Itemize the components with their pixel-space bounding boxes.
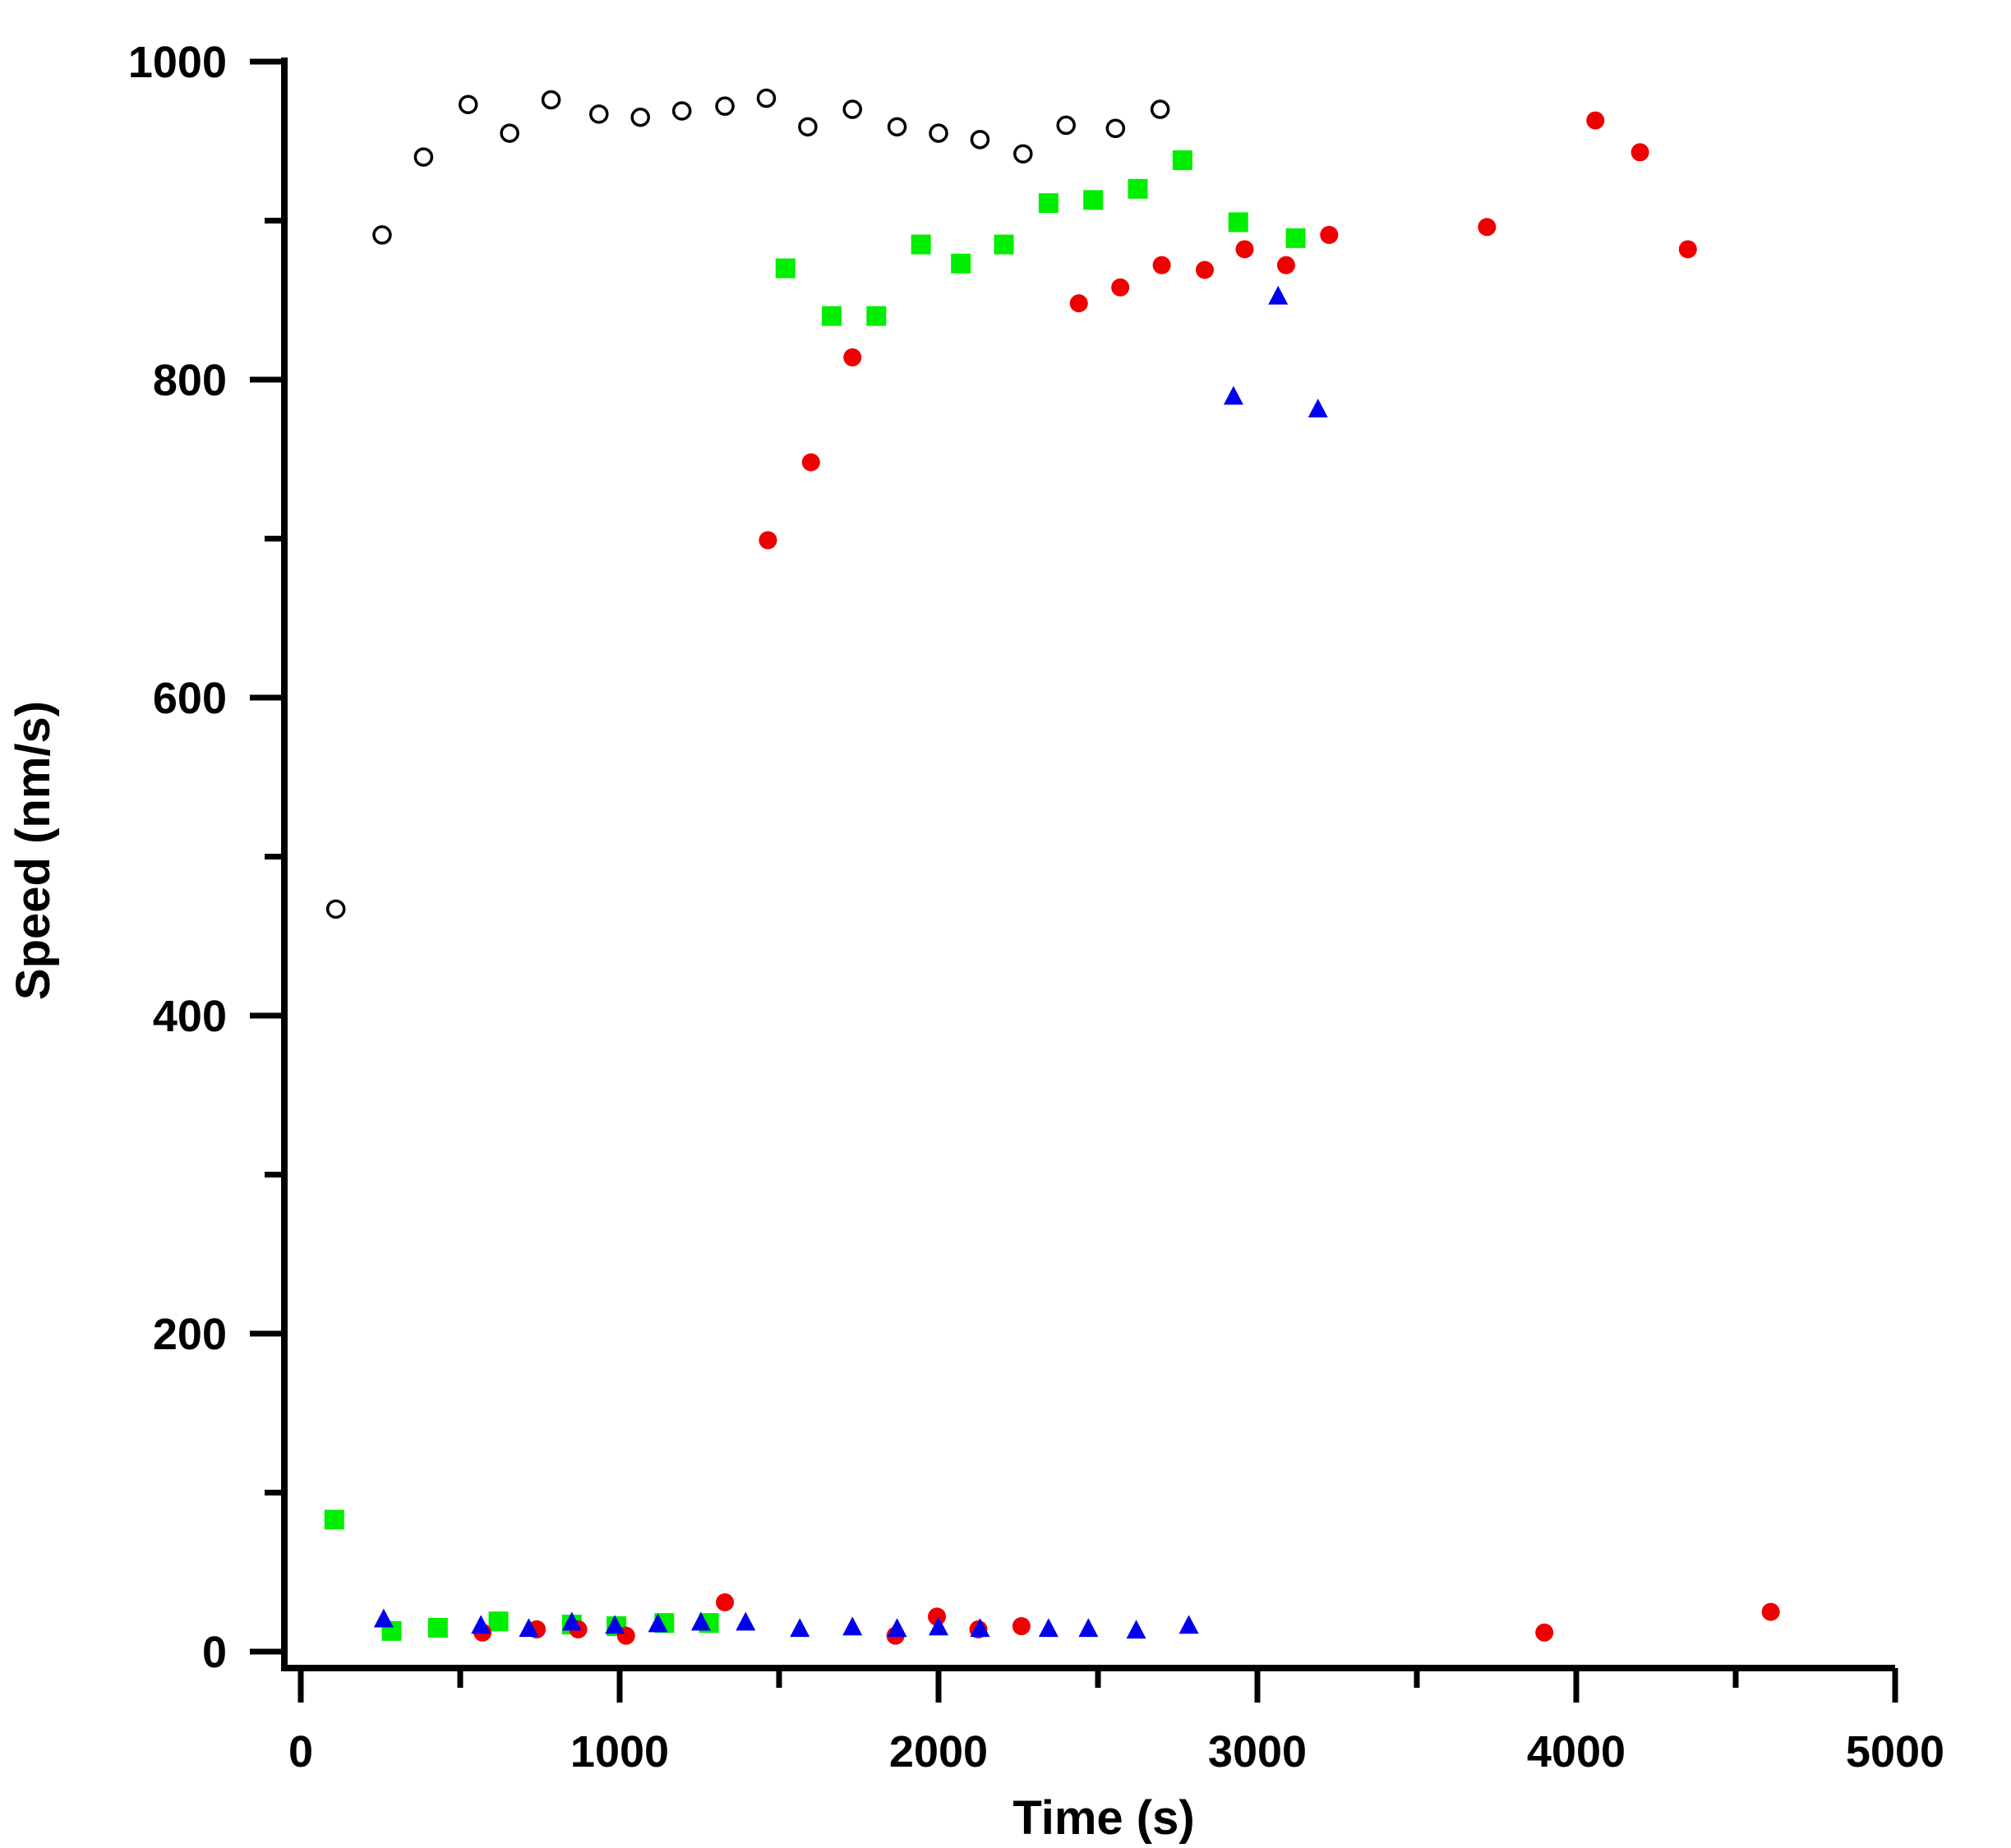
x-axis-ticks: 0 1000 2000 3000 4000 5000 <box>288 1668 1944 1777</box>
x-tick-label: 1000 <box>570 1727 669 1777</box>
data-point <box>1150 99 1170 119</box>
y-tick-label: 400 <box>153 992 227 1041</box>
data-points <box>324 88 1780 1645</box>
data-point <box>801 453 820 472</box>
data-point <box>911 234 931 255</box>
x-tick-label: 3000 <box>1208 1727 1307 1777</box>
data-point <box>372 225 392 245</box>
data-point <box>1038 193 1059 214</box>
data-point <box>1126 1620 1146 1639</box>
data-point <box>1013 144 1033 164</box>
data-point <box>471 1615 491 1634</box>
data-point <box>427 1617 448 1638</box>
data-point <box>458 94 478 114</box>
series-filled-triangle <box>373 285 1328 1639</box>
data-point <box>541 90 561 110</box>
data-point <box>605 1615 625 1634</box>
data-point <box>970 130 990 150</box>
data-point <box>1678 240 1697 259</box>
y-tick-label: 800 <box>153 356 227 405</box>
data-point <box>1276 256 1295 274</box>
data-point <box>1235 240 1254 259</box>
data-point <box>1069 294 1088 313</box>
data-point <box>1012 1617 1031 1636</box>
data-point <box>1308 399 1328 418</box>
series-filled-circle <box>473 111 1780 1645</box>
data-point <box>1223 385 1243 405</box>
y-tick-label: 200 <box>153 1310 227 1359</box>
y-axis-title: Speed (nm/s) <box>7 701 60 1000</box>
x-tick-label: 0 <box>288 1727 313 1777</box>
data-point <box>929 123 948 143</box>
data-point <box>1320 225 1339 244</box>
data-point <box>500 123 519 143</box>
data-point <box>648 1613 668 1633</box>
x-tick-label: 5000 <box>1846 1727 1944 1777</box>
data-point <box>866 306 887 326</box>
data-point <box>1083 190 1104 210</box>
data-point <box>842 1616 863 1636</box>
data-point <box>325 899 346 919</box>
data-point <box>736 1611 756 1631</box>
x-tick-label: 2000 <box>889 1727 988 1777</box>
data-point <box>994 234 1014 255</box>
series-open-circle <box>325 88 1170 919</box>
data-point <box>1172 150 1192 170</box>
y-tick-label: 0 <box>202 1628 227 1677</box>
data-point <box>1111 278 1130 297</box>
data-point <box>1285 228 1306 248</box>
data-point <box>1105 118 1126 139</box>
data-point <box>324 1509 344 1530</box>
data-point <box>822 306 842 326</box>
data-point <box>1128 178 1148 199</box>
data-point <box>790 1618 810 1638</box>
data-point <box>759 531 777 550</box>
data-point <box>561 1611 582 1631</box>
data-point <box>1630 143 1649 162</box>
x-tick-label: 4000 <box>1527 1727 1626 1777</box>
data-point <box>1078 1618 1099 1638</box>
data-point <box>716 1593 735 1612</box>
data-point <box>413 147 434 167</box>
data-point <box>1152 256 1171 274</box>
data-point <box>1586 111 1605 130</box>
data-point <box>671 101 692 121</box>
data-point <box>887 1618 907 1638</box>
data-point <box>775 258 796 279</box>
data-point <box>1038 1618 1059 1638</box>
data-point <box>843 348 862 366</box>
data-point <box>970 1618 990 1638</box>
data-point <box>630 107 650 127</box>
data-point <box>842 99 862 119</box>
data-point <box>1228 212 1248 233</box>
data-point <box>1178 1615 1199 1634</box>
data-point <box>1056 115 1076 136</box>
axes <box>281 58 1895 1671</box>
data-point <box>756 88 777 108</box>
data-point <box>1195 260 1214 279</box>
data-point <box>488 1611 509 1632</box>
data-point <box>1268 285 1289 305</box>
data-point <box>1478 218 1497 237</box>
data-point <box>589 104 609 124</box>
data-point <box>1535 1623 1554 1642</box>
data-point <box>928 1607 947 1626</box>
data-point <box>690 1611 711 1631</box>
data-point <box>373 1608 394 1628</box>
data-point <box>798 117 818 137</box>
y-tick-label: 600 <box>153 674 227 723</box>
data-point <box>519 1618 539 1638</box>
data-point <box>951 253 971 274</box>
data-point <box>1761 1602 1780 1621</box>
data-point <box>715 96 735 116</box>
y-axis-ticks: 0 200 400 600 800 1000 <box>128 38 284 1677</box>
x-axis-title: Time (s) <box>1012 1791 1194 1845</box>
y-tick-label: 1000 <box>128 38 227 87</box>
data-point <box>887 117 907 137</box>
data-point <box>929 1616 948 1636</box>
